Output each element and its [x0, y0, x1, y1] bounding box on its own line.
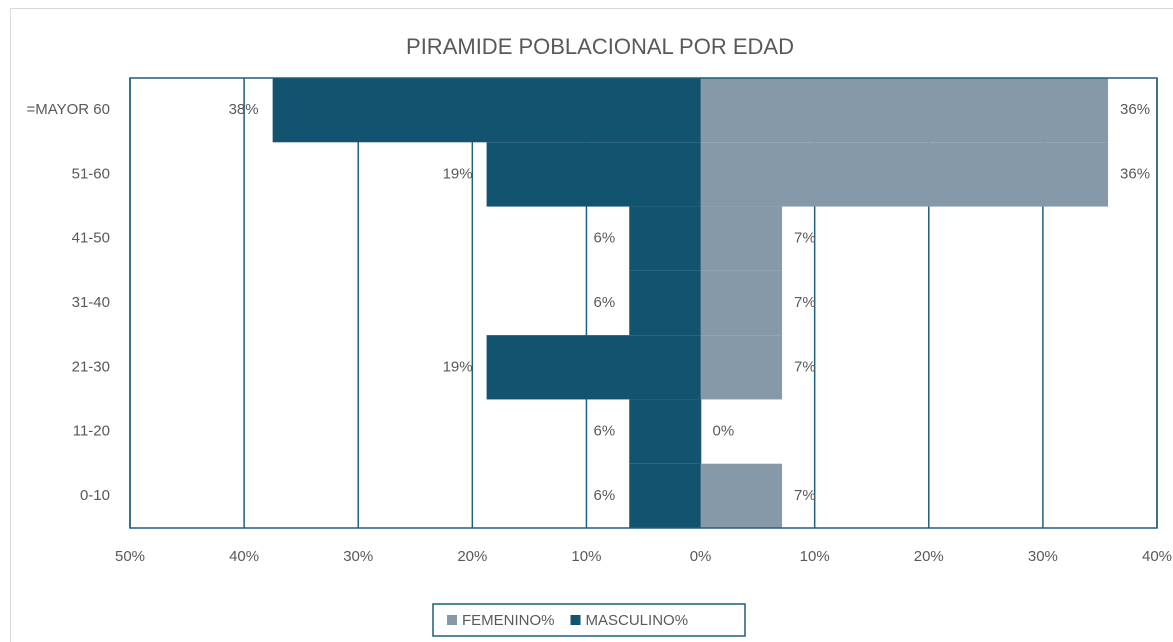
bar: [486, 335, 701, 400]
legend-label: MASCULINO%: [586, 612, 689, 629]
x-tick-label: 40%: [1142, 548, 1172, 565]
y-tick-label: 51-60: [72, 165, 110, 182]
bar: [700, 270, 783, 336]
bar: [272, 78, 701, 143]
data-label: 19%: [443, 165, 473, 182]
data-label: 36%: [1120, 165, 1150, 182]
data-label: 6%: [594, 230, 616, 247]
legend-swatch: [570, 615, 581, 625]
data-label: 7%: [794, 294, 816, 311]
data-label: 7%: [794, 487, 816, 504]
bar: [629, 206, 701, 271]
y-tick-label: 21-30: [72, 358, 110, 375]
data-label: 7%: [794, 230, 816, 247]
data-label: 19%: [443, 358, 473, 375]
data-label: 7%: [794, 358, 816, 375]
bar: [486, 142, 701, 207]
x-tick-label: 10%: [571, 548, 601, 565]
x-tick-label: 40%: [229, 548, 259, 565]
y-tick-label: 41-50: [72, 230, 110, 247]
x-tick-label: 50%: [115, 548, 145, 565]
bar: [700, 78, 1109, 143]
bar: [629, 270, 701, 336]
legend-swatch: [447, 615, 457, 625]
chart-title: PIRAMIDE POBLACIONAL POR EDAD: [406, 34, 794, 59]
y-tick-label: =MAYOR 60: [26, 101, 110, 118]
bar: [629, 463, 701, 528]
data-label: 6%: [594, 487, 616, 504]
y-tick-label: 0-10: [80, 487, 110, 504]
data-label: 6%: [594, 294, 616, 311]
legend-label: FEMENINO%: [462, 612, 555, 629]
y-tick-label: 11-20: [73, 423, 110, 440]
data-label: 6%: [594, 423, 616, 440]
legend-box: [432, 603, 746, 637]
bar: [700, 206, 783, 271]
plot-border: [129, 77, 1158, 529]
x-tick-label: 20%: [914, 548, 944, 565]
bar: [629, 399, 701, 464]
data-label: 38%: [229, 101, 259, 118]
bar: [700, 463, 783, 528]
bar: [700, 335, 783, 400]
y-tick-label: 31-40: [72, 294, 110, 311]
data-label: 36%: [1120, 101, 1150, 118]
x-tick-label: 30%: [1028, 548, 1058, 565]
x-tick-label: 20%: [457, 548, 487, 565]
data-label: 0%: [713, 423, 735, 440]
bar: [700, 142, 1109, 207]
x-tick-label: 30%: [343, 548, 373, 565]
x-tick-label: 10%: [800, 548, 830, 565]
x-tick-label: 0%: [690, 548, 712, 565]
